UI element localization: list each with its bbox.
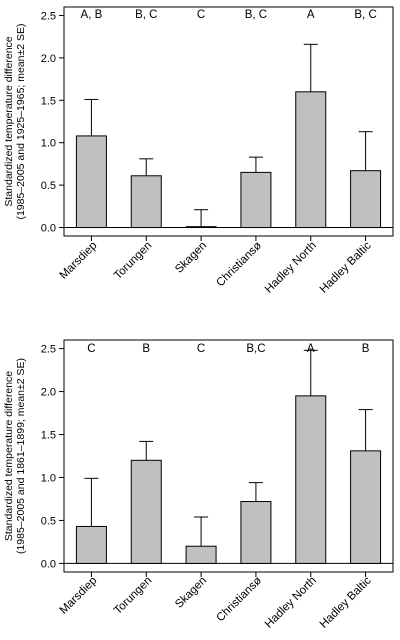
plot-frame [63,6,394,237]
bar [185,226,217,229]
bar [75,525,107,564]
chart-panel-2: 0.0 0.5 1.0 1.5 2.0 2.5 Standardized temperatu… [3,339,394,631]
bar [130,175,162,229]
group-letter: B [142,343,150,355]
bar [350,170,382,229]
x-tick-label: Torungen [112,575,154,617]
y-tick-label: 1.5 [41,430,56,442]
y-axis-title-line: Standardized temperature difference [3,371,15,541]
group-letter: C [87,343,95,355]
bar [75,135,107,229]
plot-frame [63,339,394,573]
x-tick-label: Hadley North [263,575,319,631]
y-tick-label: 1.0 [41,472,56,484]
x-tick-label: Hadley North [263,240,319,296]
group-letter: A [307,343,315,355]
x-tick-label: Skagen [173,575,209,611]
group-letter: B,C [246,343,265,355]
group-letter: B, C [245,9,267,21]
x-tick-label: Christiansø [214,575,264,625]
bar [295,91,327,229]
bar [185,545,217,564]
group-letter: C [197,9,205,21]
y-tick-label: 2.5 [41,344,56,356]
y-axis-title-line: (1985–2005 and 1861–1899; mean±2 SE) [15,358,27,554]
group-letter: A, B [81,9,103,21]
group-letter: A [307,9,315,21]
bar [350,450,382,564]
x-tick-label: Marsdiep [58,240,100,282]
y-tick-label: 0.0 [41,223,56,235]
group-letter: B [362,343,370,355]
bar [240,171,272,229]
group-letter: B, C [135,9,157,21]
y-tick-label: 1.5 [41,95,56,107]
bar [240,501,272,564]
y-tick-label: 1.0 [41,138,56,150]
y-tick-label: 0.5 [41,515,56,527]
group-letter: B, C [354,9,376,21]
bar [130,459,162,564]
x-tick-label: Marsdiep [58,575,100,617]
chart-panel-1: 0.0 0.5 1.0 1.5 2.0 2.5 Standardized temperatu… [3,6,394,296]
y-axis-title-line: Standardized temperature difference [3,36,15,206]
y-axis-title-line: (1985–2005 and 1925–1965; mean±2 SE) [15,23,27,219]
x-tick-label: Torungen [112,240,154,282]
x-tick-label: Christiansø [214,240,264,290]
group-letter: C [197,343,205,355]
y-tick-label: 0.0 [41,558,56,570]
y-tick-label: 2.5 [41,10,56,22]
x-tick-label: Hadley Baltic [318,239,374,295]
y-tick-label: 2.0 [41,53,56,65]
y-tick-label: 2.0 [41,387,56,399]
bar [295,395,327,564]
x-tick-label: Hadley Baltic [318,574,374,630]
x-tick-label: Skagen [173,240,209,276]
y-tick-label: 0.5 [41,180,56,192]
